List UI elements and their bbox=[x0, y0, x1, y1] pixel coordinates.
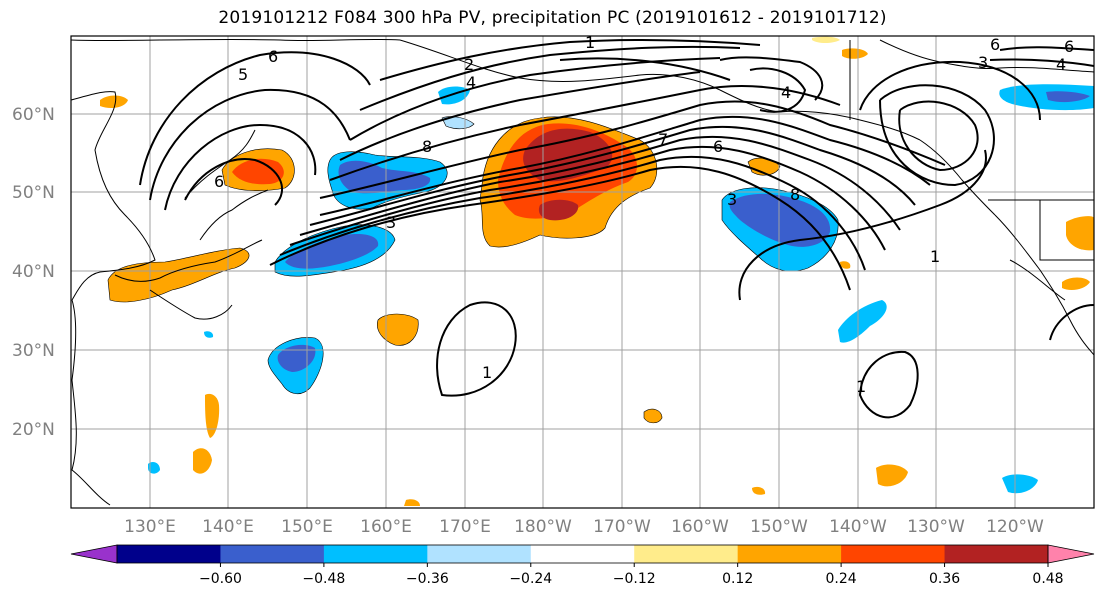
contour-label: 6 bbox=[268, 47, 278, 66]
colorbar-segment bbox=[634, 545, 739, 563]
map-background bbox=[71, 36, 1094, 508]
lon-label: 160°W bbox=[671, 517, 729, 537]
colorbar-segment bbox=[323, 545, 428, 563]
contour-label: 7 bbox=[658, 130, 668, 149]
colorbar-segment bbox=[530, 545, 635, 563]
latitude-labels: 60°N 50°N 40°N 30°N 20°N bbox=[12, 105, 55, 440]
colorbar-tick-label: 0.12 bbox=[722, 571, 753, 587]
contour-label: 1 bbox=[585, 33, 595, 52]
colorbar-outline bbox=[116, 544, 1049, 564]
graticule bbox=[71, 36, 1094, 508]
lon-label: 150°W bbox=[750, 517, 808, 537]
colorbar-tick-label: −0.48 bbox=[302, 571, 345, 587]
lon-label: 130°W bbox=[907, 517, 965, 537]
contour-label: 3 bbox=[386, 213, 396, 232]
coastlines bbox=[71, 38, 1094, 506]
colorbar-tick-label: 0.48 bbox=[1032, 571, 1063, 587]
contour-label: 4 bbox=[466, 73, 476, 92]
colorbar-tick-label: −0.24 bbox=[509, 571, 552, 587]
contour-label: 8 bbox=[790, 185, 800, 204]
colorbar-segment bbox=[737, 545, 842, 563]
contour-labels: 1 2 4 5 6 6 8 3 7 6 4 8 1 1 1 6 4 3 3 6 bbox=[214, 33, 1074, 396]
contour-label: 1 bbox=[856, 377, 866, 396]
colorbar-ticks: −0.60 −0.48 −0.36 −0.24 −0.12 0.12 0.24 0.36 0.4… bbox=[199, 563, 1064, 587]
contour-label: 3 bbox=[978, 53, 988, 72]
lat-label: 40°N bbox=[12, 262, 55, 282]
contour-label: 2 bbox=[464, 55, 474, 74]
lon-label: 130°E bbox=[124, 517, 176, 537]
colorbar bbox=[70, 544, 1095, 564]
lon-label: 140°W bbox=[829, 517, 887, 537]
contour-label: 6 bbox=[214, 172, 224, 191]
lat-label: 60°N bbox=[12, 105, 55, 125]
lon-label: 170°W bbox=[593, 517, 651, 537]
lon-label: 150°E bbox=[281, 517, 333, 537]
contour-label: 1 bbox=[482, 363, 492, 382]
lon-label: 170°E bbox=[439, 517, 491, 537]
contour-label: 6 bbox=[713, 137, 723, 156]
colorbar-segment bbox=[944, 545, 1049, 563]
colorbar-extension-max bbox=[1047, 544, 1095, 564]
contour-label: 3 bbox=[727, 190, 737, 209]
colorbar-segment bbox=[841, 545, 946, 563]
contour-label: 6 bbox=[1064, 37, 1074, 56]
colorbar-tick-label: −0.12 bbox=[613, 571, 656, 587]
colorbar-tick-label: 0.24 bbox=[826, 571, 857, 587]
contour-label: 4 bbox=[781, 83, 791, 102]
lon-label: 180°W bbox=[514, 517, 572, 537]
lon-label: 140°E bbox=[202, 517, 254, 537]
colorbar-segment bbox=[117, 545, 221, 563]
colorbar-tick-label: −0.60 bbox=[199, 571, 242, 587]
contour-label: 5 bbox=[238, 65, 248, 84]
colorbar-segment bbox=[427, 545, 532, 563]
lat-label: 30°N bbox=[12, 341, 55, 361]
colorbar-extension-min bbox=[70, 544, 118, 564]
lon-label: 120°W bbox=[986, 517, 1044, 537]
colorbar-segment bbox=[220, 545, 325, 563]
map-frame bbox=[70, 35, 1095, 509]
colorbar-tick-label: −0.36 bbox=[406, 571, 449, 587]
map-title: 2019101212 F084 300 hPa PV, precipitatio… bbox=[218, 8, 887, 28]
colorbar-tick-label: 0.36 bbox=[929, 571, 960, 587]
lat-label: 50°N bbox=[12, 183, 55, 203]
lat-label: 20°N bbox=[12, 420, 55, 440]
pv-contours bbox=[139, 38, 1094, 419]
contour-label: 1 bbox=[930, 247, 940, 266]
contour-label: 4 bbox=[1056, 55, 1066, 74]
longitude-labels: 130°E 140°E 150°E 160°E 170°E 180°W 170°… bbox=[124, 517, 1044, 537]
lon-label: 160°E bbox=[360, 517, 412, 537]
contour-label: 6 bbox=[990, 35, 1000, 54]
contour-label: 8 bbox=[422, 137, 432, 156]
